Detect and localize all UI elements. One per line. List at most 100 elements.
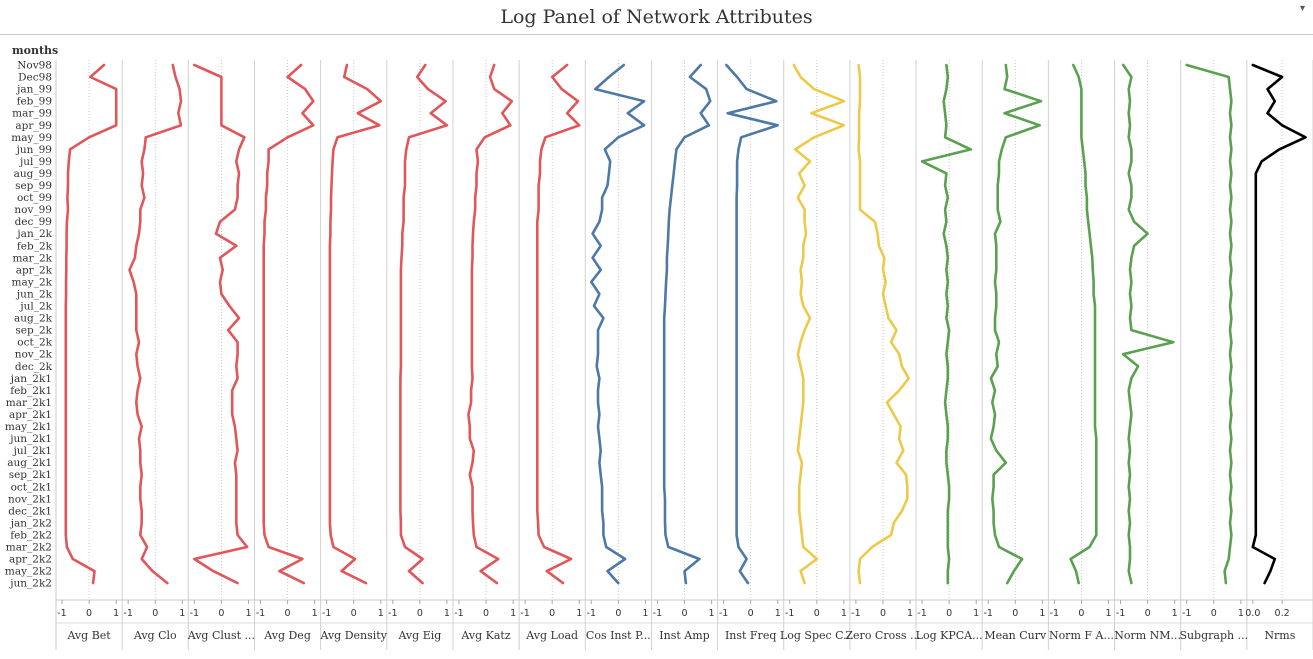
title-divider — [0, 34, 1313, 35]
chart-menu-icon[interactable]: ▾ — [1299, 3, 1305, 14]
tick-label: -1 — [983, 608, 992, 619]
column-header[interactable]: Avg Clo — [133, 629, 177, 642]
row-label: apr_99 — [15, 120, 52, 132]
row-label: Dec98 — [18, 72, 52, 84]
tick-label: -1 — [123, 608, 132, 619]
row-label: jul_2k1 — [12, 445, 52, 457]
column-header[interactable]: Inst Freq — [725, 629, 776, 642]
tick-label: -1 — [1050, 608, 1059, 619]
tick-label: -1 — [851, 608, 860, 619]
tick-label: 1 — [1238, 608, 1244, 619]
tick-label: 1 — [642, 608, 648, 619]
column-header[interactable]: Inst Amp — [659, 629, 709, 642]
row-label: may_2k1 — [5, 421, 52, 433]
tick-label: -1 — [1182, 608, 1191, 619]
column-header[interactable]: Avg Katz — [460, 629, 510, 642]
column-header[interactable]: Avg Bet — [66, 629, 111, 642]
chart-title: Log Panel of Network Attributes — [500, 6, 813, 28]
series-line[interactable] — [399, 63, 449, 585]
series-line[interactable] — [1251, 63, 1307, 585]
row-label: dec_99 — [15, 216, 52, 228]
tick-label: -1 — [587, 608, 596, 619]
column-header[interactable]: Avg Load — [525, 629, 578, 642]
series-line[interactable] — [1121, 63, 1175, 585]
tick-label: 1 — [973, 608, 979, 619]
tick-label: 0 — [86, 608, 92, 619]
tick-label: 0 — [814, 608, 820, 619]
column-header[interactable]: Mean Curv — [984, 629, 1047, 642]
column-header[interactable]: Norm F A... — [1049, 629, 1114, 642]
row-label: aug_2k — [14, 313, 53, 325]
tick-label: 1 — [179, 608, 185, 619]
series-line[interactable] — [1069, 63, 1098, 585]
row-label: jan_2k1 — [9, 373, 52, 385]
series-line[interactable] — [535, 63, 581, 585]
column-header[interactable]: Avg Deg — [263, 629, 311, 642]
row-label: feb_2k2 — [10, 529, 52, 541]
tick-label: 0.2 — [1275, 608, 1290, 619]
series-line[interactable] — [792, 63, 846, 585]
tick-label: -1 — [322, 608, 331, 619]
tick-label: 1 — [1106, 608, 1112, 619]
row-label: sep_99 — [15, 180, 52, 192]
tick-label: 0 — [880, 608, 886, 619]
tick-label: 0 — [285, 608, 291, 619]
row-label: jun_2k2 — [8, 578, 52, 590]
column-header[interactable]: Log Spec C... — [780, 629, 854, 642]
column-header[interactable]: Subgraph ... — [1179, 629, 1248, 642]
series-line[interactable] — [262, 63, 315, 585]
row-label: apr_2k — [16, 264, 53, 276]
row-label: sep_2k — [15, 325, 52, 337]
row-label: jan_2k — [15, 228, 52, 240]
column-header[interactable]: Zero Cross ... — [845, 629, 920, 642]
tick-label: -1 — [520, 608, 529, 619]
column-header[interactable]: Avg Eig — [397, 629, 441, 642]
series-line[interactable] — [724, 63, 780, 585]
column-header[interactable]: Avg Clust ... — [187, 629, 255, 642]
series-line[interactable] — [128, 63, 183, 585]
tick-label: 1 — [1039, 608, 1045, 619]
series-line[interactable] — [589, 63, 646, 585]
series-line[interactable] — [328, 63, 383, 585]
row-label: feb_2k1 — [10, 385, 52, 397]
series-line[interactable] — [193, 63, 249, 585]
tick-label: 0 — [1078, 608, 1084, 619]
row-label: dec_2k — [15, 361, 53, 373]
series-line[interactable] — [64, 63, 118, 585]
tick-label: 0 — [946, 608, 952, 619]
tick-label: 0 — [218, 608, 224, 619]
column-header[interactable]: Log KPCA... — [916, 629, 983, 642]
row-label: may_99 — [11, 132, 52, 144]
series-line[interactable] — [1185, 63, 1233, 585]
column-header[interactable]: Norm NM... — [1114, 629, 1181, 642]
series-line[interactable] — [920, 63, 973, 585]
column-header[interactable]: Avg Density — [319, 629, 387, 642]
column-header[interactable]: Cos Inst P... — [586, 629, 651, 642]
tick-label: -1 — [653, 608, 662, 619]
row-label: jun_2k — [15, 288, 53, 300]
tick-label: 1 — [378, 608, 384, 619]
row-label: jan_2k2 — [9, 517, 52, 529]
series-line[interactable] — [857, 63, 911, 585]
tick-label: 0 — [417, 608, 423, 619]
column-header[interactable]: Nrms — [1264, 629, 1295, 642]
tick-label: -1 — [785, 608, 794, 619]
tick-label: 1 — [1172, 608, 1178, 619]
tick-label: -1 — [719, 608, 728, 619]
row-label: sep_2k1 — [9, 469, 52, 481]
tick-label: 0 — [748, 608, 754, 619]
row-label: jul_2k — [18, 301, 52, 313]
row-label: apr_2k1 — [9, 409, 52, 421]
row-label: mar_2k — [12, 252, 52, 264]
tick-label: -1 — [57, 608, 66, 619]
series-line[interactable] — [467, 63, 514, 585]
tick-label: -1 — [1116, 608, 1125, 619]
tick-label: -1 — [917, 608, 926, 619]
row-label: Nov98 — [17, 60, 52, 72]
tick-label: 0 — [615, 608, 621, 619]
series-line[interactable] — [662, 63, 712, 585]
tick-label: -1 — [388, 608, 397, 619]
series-line[interactable] — [989, 63, 1043, 585]
row-label: apr_2k2 — [9, 554, 52, 566]
tick-label: 0 — [1012, 608, 1018, 619]
